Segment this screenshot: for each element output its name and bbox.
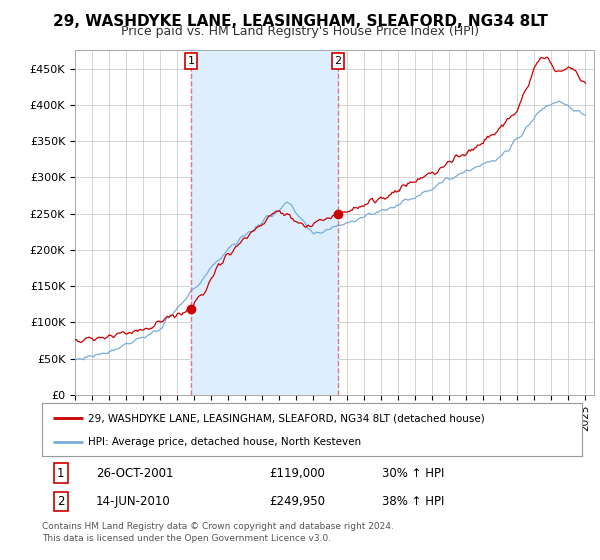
Text: 30% ↑ HPI: 30% ↑ HPI <box>382 466 445 479</box>
Text: 1: 1 <box>57 466 65 479</box>
Text: 29, WASHDYKE LANE, LEASINGHAM, SLEAFORD, NG34 8LT (detached house): 29, WASHDYKE LANE, LEASINGHAM, SLEAFORD,… <box>88 413 485 423</box>
Text: 2: 2 <box>334 56 341 66</box>
Text: 14-JUN-2010: 14-JUN-2010 <box>96 495 171 508</box>
Text: 2: 2 <box>57 495 65 508</box>
Text: £249,950: £249,950 <box>269 495 325 508</box>
Text: Price paid vs. HM Land Registry's House Price Index (HPI): Price paid vs. HM Land Registry's House … <box>121 25 479 38</box>
Text: HPI: Average price, detached house, North Kesteven: HPI: Average price, detached house, Nort… <box>88 436 361 446</box>
Text: 26-OCT-2001: 26-OCT-2001 <box>96 466 173 479</box>
Text: 1: 1 <box>188 56 194 66</box>
Text: 38% ↑ HPI: 38% ↑ HPI <box>382 495 445 508</box>
Bar <box>191 50 338 395</box>
Text: £119,000: £119,000 <box>269 466 325 479</box>
Text: 29, WASHDYKE LANE, LEASINGHAM, SLEAFORD, NG34 8LT: 29, WASHDYKE LANE, LEASINGHAM, SLEAFORD,… <box>53 14 547 29</box>
Text: Contains HM Land Registry data © Crown copyright and database right 2024.
This d: Contains HM Land Registry data © Crown c… <box>42 522 394 543</box>
